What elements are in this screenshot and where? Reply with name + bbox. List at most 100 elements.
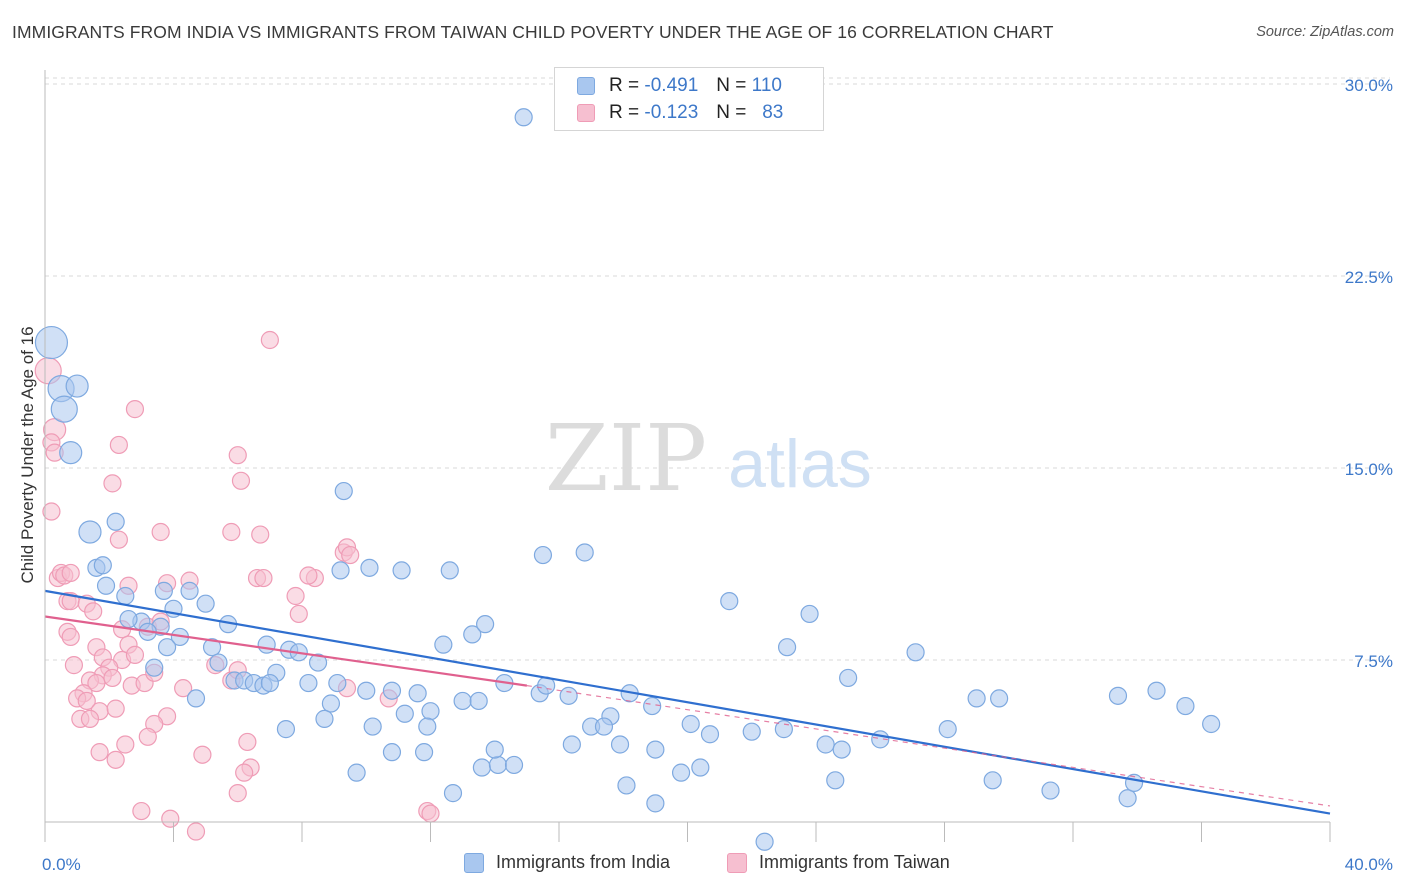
india-point	[755, 832, 774, 851]
taiwan-point	[42, 502, 61, 521]
chart-title: IMMIGRANTS FROM INDIA VS IMMIGRANTS FROM…	[12, 22, 1054, 42]
watermark: ZIP atlas	[545, 405, 872, 512]
taiwan-point	[228, 446, 247, 465]
legend-n-label-taiwan: N =	[716, 102, 747, 123]
india-point	[315, 709, 334, 728]
india-point	[434, 635, 453, 654]
taiwan-point	[80, 709, 100, 728]
legend-swatch-india-bottom	[464, 852, 484, 873]
legend-swatch-taiwan-bottom	[727, 852, 747, 873]
y-tick-label: 22.5%	[1345, 268, 1393, 287]
india-point	[395, 704, 414, 723]
india-point	[106, 512, 125, 531]
x-tick-label-min: 0.0%	[42, 855, 81, 874]
india-point	[421, 702, 440, 721]
india-point	[334, 481, 353, 501]
india-point	[209, 653, 228, 672]
india-point	[906, 643, 925, 662]
taiwan-point	[421, 804, 440, 823]
taiwan-point	[125, 645, 145, 664]
taiwan-point	[254, 568, 273, 588]
india-point	[1202, 714, 1221, 734]
taiwan-point	[341, 545, 360, 565]
taiwan-point	[132, 801, 151, 821]
taiwan-point	[193, 745, 212, 764]
india-point	[59, 441, 83, 465]
taiwan-point	[90, 743, 109, 762]
taiwan-point	[238, 732, 257, 752]
india-point	[485, 740, 504, 759]
taiwan-trend-line	[44, 615, 528, 687]
india-point	[65, 374, 89, 398]
taiwan-point	[299, 566, 318, 585]
legend-r-label-taiwan: R =	[609, 102, 640, 123]
india-point	[260, 673, 279, 693]
india-point	[50, 395, 78, 423]
taiwan-point	[87, 673, 106, 693]
india-point	[533, 545, 553, 565]
series-india-points	[34, 108, 1221, 851]
india-point	[363, 717, 382, 736]
india-point	[443, 784, 463, 803]
legend-item-india[interactable]: Immigrants from India	[464, 852, 670, 873]
india-point	[617, 776, 636, 795]
taiwan-point	[231, 471, 251, 490]
taiwan-point	[109, 435, 128, 455]
india-point	[800, 604, 819, 624]
india-point	[392, 561, 411, 580]
india-point	[116, 586, 135, 606]
india-point	[321, 694, 341, 713]
legend-n-label-india: N =	[716, 75, 747, 96]
india-point	[610, 735, 630, 754]
india-point	[1041, 781, 1060, 800]
india-point	[476, 615, 495, 634]
india-point	[1147, 681, 1166, 700]
india-point	[78, 520, 102, 544]
legend-label-india: Immigrants from India	[496, 852, 671, 872]
india-point	[328, 673, 347, 693]
india-point	[157, 638, 177, 657]
india-point	[382, 743, 402, 762]
india-point	[414, 743, 434, 762]
india-point	[331, 561, 350, 580]
india-point	[469, 691, 488, 711]
india-point	[643, 696, 662, 716]
watermark-zip: ZIP	[545, 405, 707, 512]
india-point	[145, 658, 164, 677]
y-tick-label: 30.0%	[1345, 76, 1393, 95]
india-point	[408, 684, 427, 703]
india-point	[186, 689, 206, 708]
taiwan-point	[251, 525, 270, 544]
taiwan-point	[109, 530, 128, 549]
india-point	[559, 686, 578, 705]
india-point	[440, 561, 459, 580]
taiwan-point	[260, 330, 279, 350]
source-credit: Source: ZipAtlas.com	[1256, 24, 1394, 40]
watermark-atlas: atlas	[728, 426, 872, 502]
india-point	[347, 763, 366, 782]
india-point	[96, 576, 116, 595]
india-point	[700, 725, 720, 744]
india-point	[154, 581, 173, 600]
india-point	[119, 609, 138, 629]
taiwan-point	[106, 699, 125, 718]
trend-lines	[44, 589, 1331, 815]
india-point	[742, 722, 761, 741]
india-point	[646, 794, 665, 813]
india-point	[34, 325, 69, 360]
taiwan-point	[106, 750, 125, 769]
india-point	[646, 740, 665, 759]
india-point	[418, 717, 437, 736]
taiwan-point	[103, 474, 122, 493]
taiwan-point	[222, 522, 241, 542]
taiwan-point	[228, 784, 247, 803]
india-point	[826, 771, 845, 790]
india-point	[196, 594, 215, 613]
x-tick-label-max: 40.0%	[1345, 855, 1393, 874]
legend-item-taiwan[interactable]: Immigrants from Taiwan	[727, 852, 950, 873]
india-point	[257, 635, 276, 654]
taiwan-point	[186, 822, 206, 841]
taiwan-point	[116, 735, 135, 754]
legend-r-value-india: -0.491	[644, 75, 699, 96]
taiwan-point	[235, 763, 254, 782]
